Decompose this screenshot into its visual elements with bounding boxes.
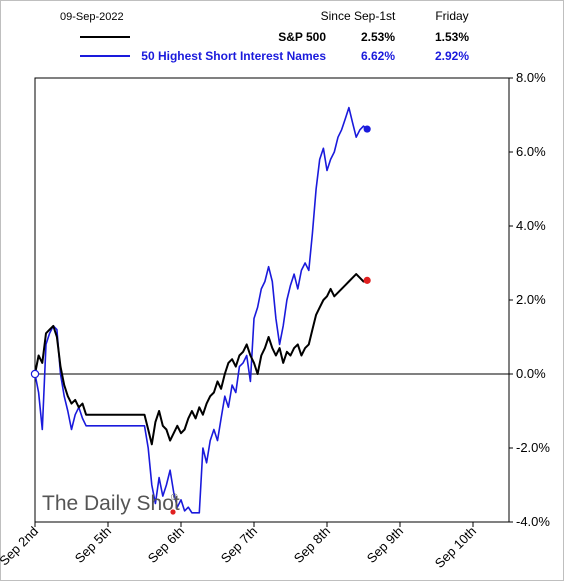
end-marker-sp500 <box>363 276 371 284</box>
y-tick-label: -2.0% <box>516 440 550 455</box>
end-marker-short-interest <box>363 125 371 133</box>
y-tick-label: 4.0% <box>516 218 546 233</box>
watermark-registered-mark: ® <box>171 492 178 502</box>
legend-since-sp500: 2.53% <box>361 30 395 44</box>
y-tick-label: 8.0% <box>516 70 546 85</box>
watermark-text: The Daily Shot <box>42 492 180 515</box>
y-tick-label: 2.0% <box>516 292 546 307</box>
legend-friday-short-interest: 2.92% <box>435 49 469 63</box>
end-markers <box>30 125 371 379</box>
axis-ticks <box>34 77 513 527</box>
series-line-sp500 <box>34 273 368 446</box>
legend-name-sp500: S&P 500 <box>278 30 326 44</box>
legend-friday-sp500: 1.53% <box>435 30 469 44</box>
y-tick-label: -4.0% <box>516 514 550 529</box>
plot-area <box>34 77 510 523</box>
legend-since-header: Since Sep-1st <box>321 9 396 23</box>
y-axis-labels: 8.0% 6.0% 4.0% 2.0% 0.0% -2.0% -4.0% <box>516 70 550 529</box>
legend-friday-header: Friday <box>435 9 468 23</box>
legend-since-short-interest: 6.62% <box>361 49 395 63</box>
series-lines <box>34 106 368 514</box>
start-marker <box>30 369 40 379</box>
y-tick-label: 6.0% <box>516 144 546 159</box>
watermark-dot <box>170 509 176 515</box>
y-tick-label: 0.0% <box>516 366 546 381</box>
series-line-short-interest <box>34 106 368 514</box>
legend-date: 09-Sep-2022 <box>60 11 124 23</box>
legend-name-short-interest: 50 Highest Short Interest Names <box>141 49 326 63</box>
